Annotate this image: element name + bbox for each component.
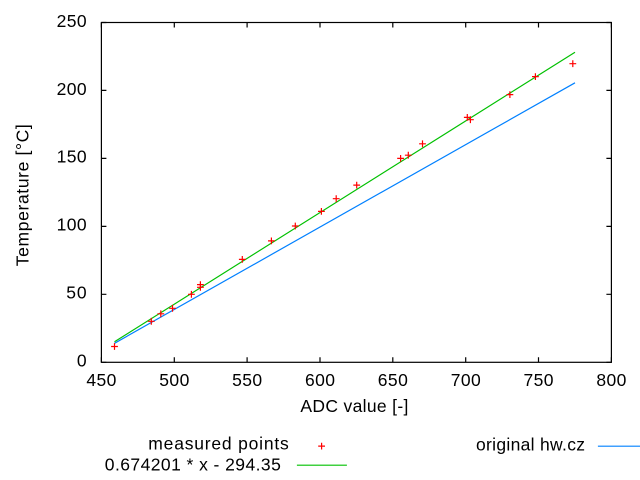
svg-text:Temperature [°C]: Temperature [°C] [13,124,33,266]
svg-text:700: 700 [451,370,481,390]
svg-text:0: 0 [77,351,87,371]
svg-text:550: 550 [232,370,262,390]
svg-text:500: 500 [159,370,189,390]
svg-text:200: 200 [57,79,87,99]
svg-text:150: 150 [57,147,87,167]
svg-text:ADC value [-]: ADC value [-] [300,396,408,416]
svg-text:250: 250 [57,11,87,31]
svg-text:600: 600 [305,370,335,390]
svg-text:original hw.cz: original hw.cz [476,434,585,454]
svg-text:0.674201 * x - 294.35: 0.674201 * x - 294.35 [105,455,281,475]
svg-text:50: 50 [66,283,87,303]
svg-text:measured points: measured points [148,434,289,454]
svg-text:750: 750 [524,370,554,390]
svg-text:100: 100 [57,215,87,235]
svg-text:650: 650 [378,370,408,390]
svg-text:800: 800 [596,370,626,390]
svg-text:450: 450 [86,370,116,390]
